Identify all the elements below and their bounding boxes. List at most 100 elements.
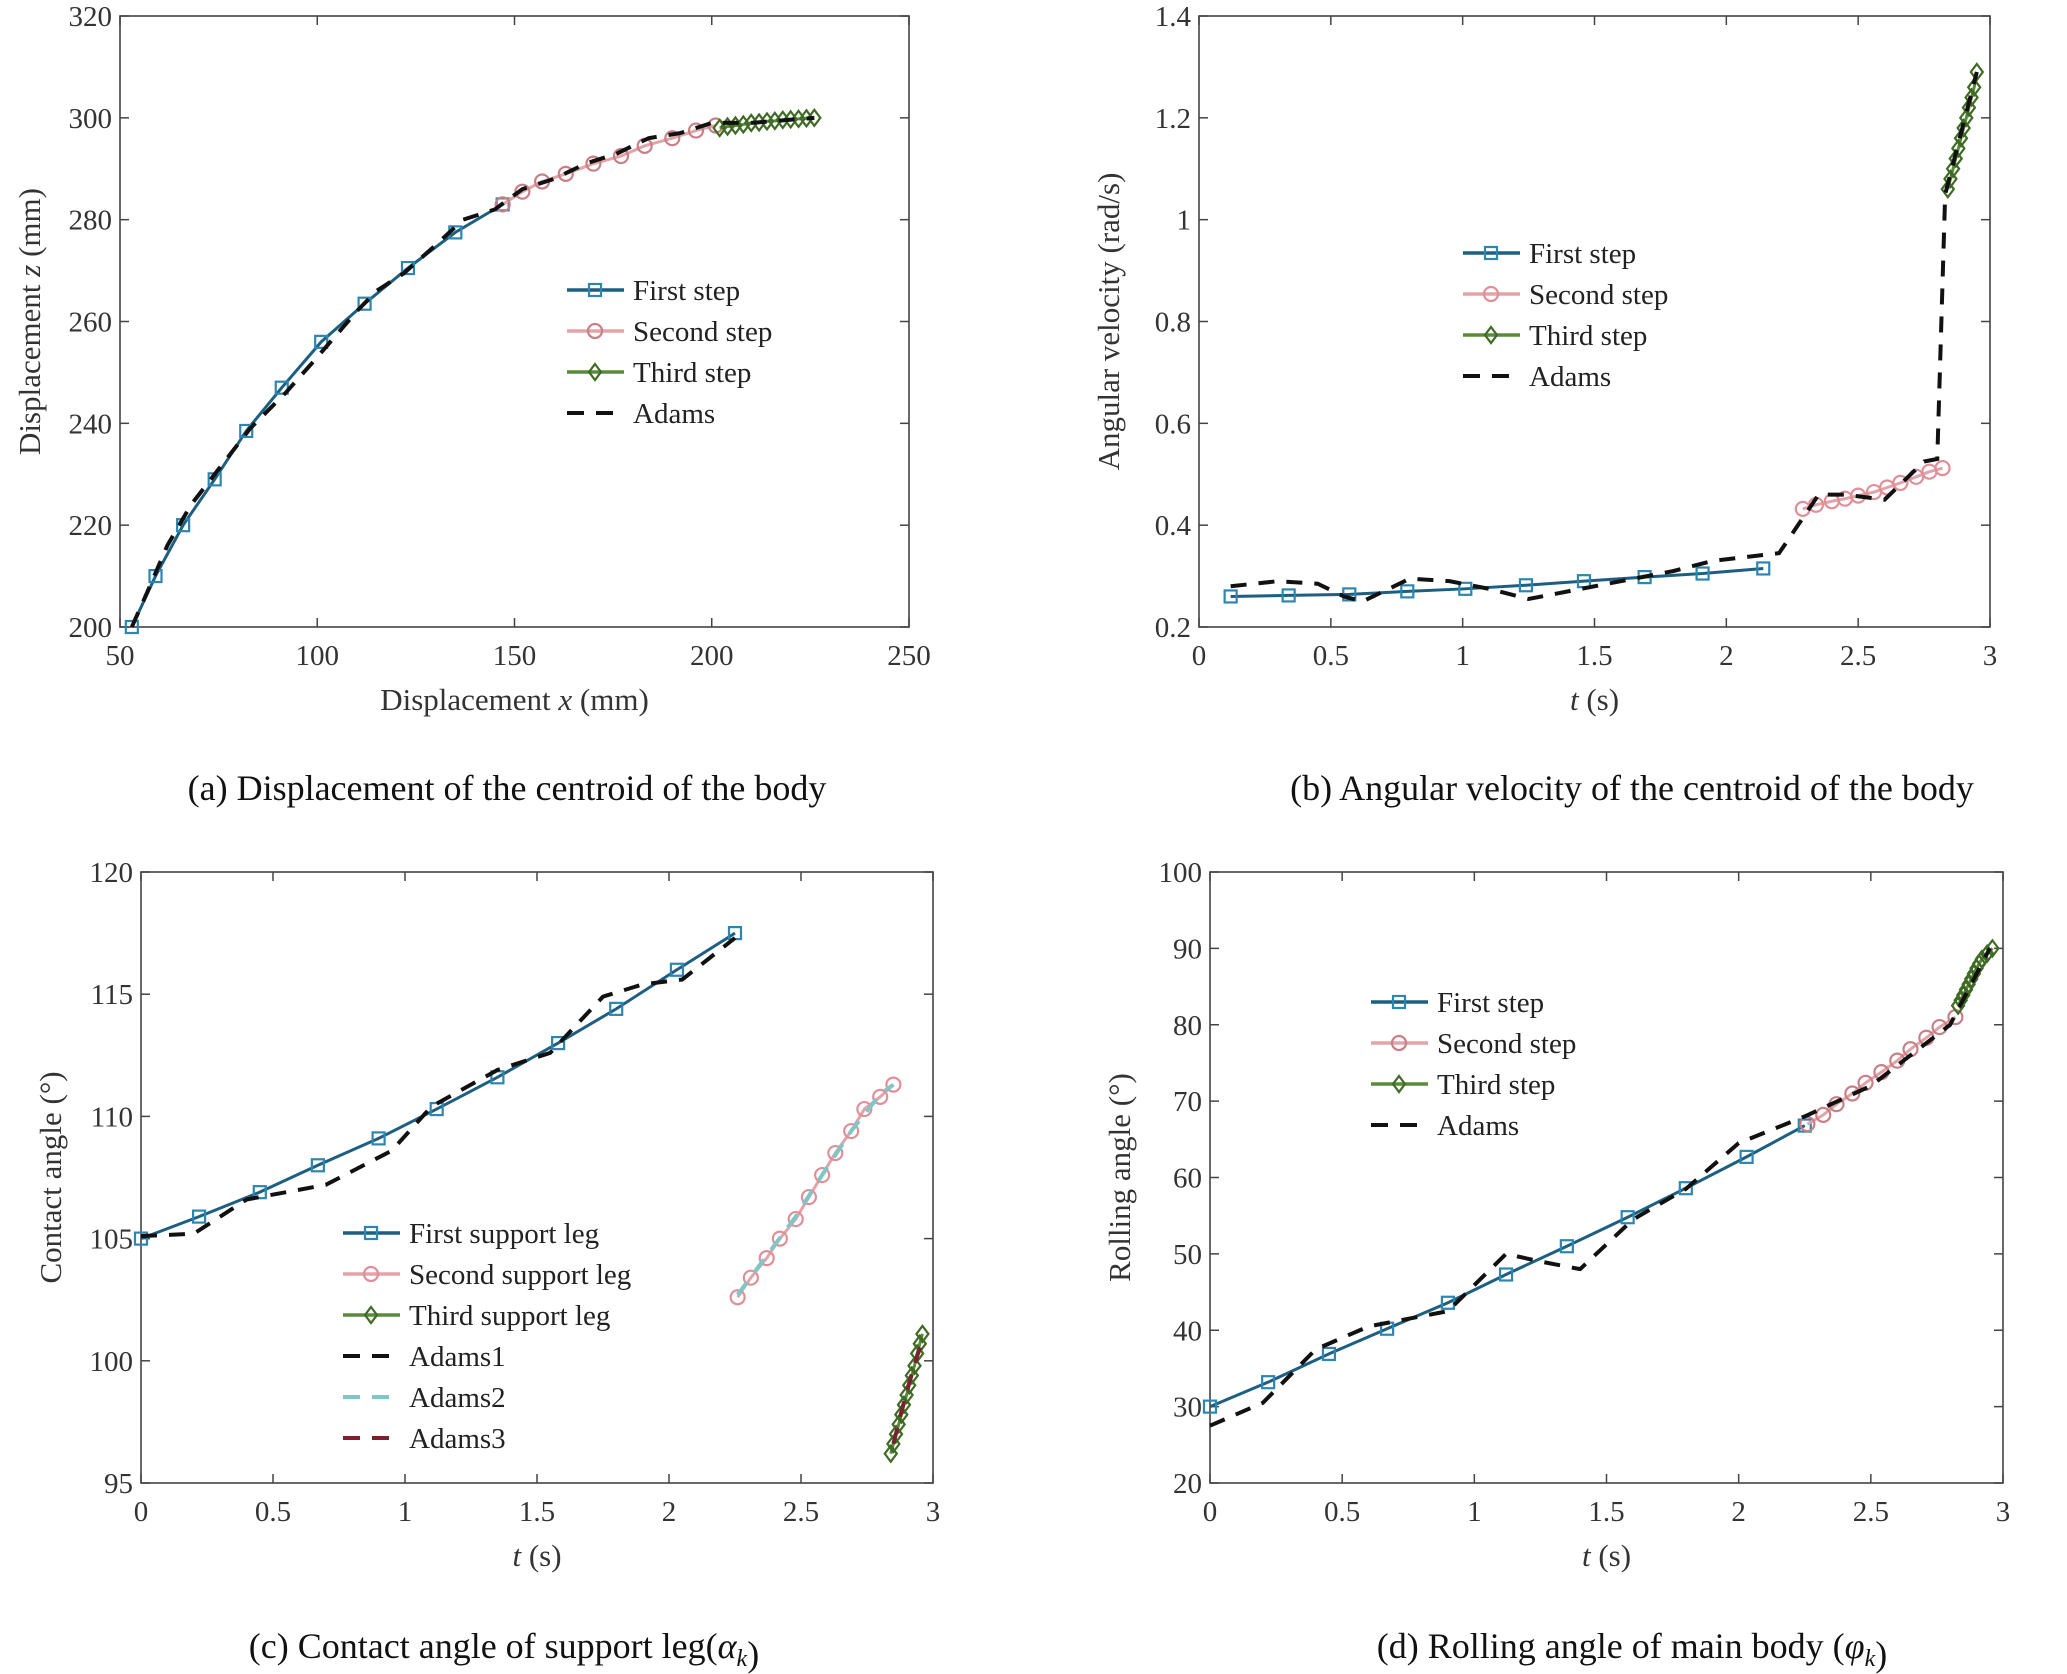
y-axis-label: Contact angle (°)	[33, 1071, 68, 1283]
x-tick-label: 2	[1731, 1496, 1746, 1528]
label-pre: (a) Displacement of the centroid of the …	[188, 768, 827, 808]
series-line	[1209, 1124, 1806, 1409]
data-point	[1321, 1346, 1337, 1362]
series-adams1	[140, 936, 737, 1239]
legend-marker	[1391, 1074, 1407, 1094]
legend-label: First step	[1437, 987, 1544, 1019]
label-pre: (c) Contact angle of support leg(	[249, 1626, 718, 1666]
series-second-step	[494, 117, 724, 213]
x-tick-label: 2.5	[1840, 640, 1876, 672]
x-tick-label: 1.5	[1576, 640, 1612, 672]
data-point	[609, 1001, 624, 1016]
legend-entry: Second support leg	[343, 1259, 631, 1291]
legend-entry: Third step	[567, 357, 751, 389]
data-point	[1844, 1085, 1861, 1102]
x-tick-label: 1	[1455, 640, 1470, 672]
y-tick-label: 200	[69, 612, 113, 644]
data-point	[400, 260, 416, 276]
x-tick-label: 2	[662, 1496, 677, 1528]
label-post: )	[1875, 1634, 1887, 1674]
x-tick-label: 2.5	[783, 1496, 819, 1528]
y-tick-label: 105	[90, 1224, 134, 1256]
data-point	[1892, 474, 1909, 492]
data-point	[252, 1185, 267, 1200]
legend-label: Second step	[1529, 279, 1668, 311]
data-point	[664, 130, 681, 147]
y-tick-label: 1	[1177, 205, 1192, 237]
y-tick-label: 60	[1173, 1163, 1202, 1195]
x-axis-label: t (s)	[512, 1538, 561, 1573]
label-pre: Rolling angle (°)	[1102, 1073, 1137, 1282]
data-point	[124, 619, 139, 635]
legend-label: Adams	[1437, 1110, 1519, 1142]
data-point	[843, 1122, 860, 1140]
plot-area	[1209, 871, 2004, 1484]
x-tick-label: 250	[887, 640, 931, 672]
label-pre: (b) Angular velocity of the centroid of …	[1290, 768, 1974, 808]
y-tick-label: 0.4	[1155, 510, 1192, 542]
data-point	[1966, 77, 1982, 98]
data-point	[758, 1250, 775, 1267]
label-post: (s)	[1591, 1538, 1631, 1573]
y-tick-label: 0.2	[1155, 612, 1191, 644]
data-point	[814, 1166, 831, 1184]
data-point	[1261, 1375, 1276, 1390]
y-tick-label: 320	[69, 1, 113, 33]
label-pre: Displacement	[12, 277, 47, 455]
label-post: (mm)	[572, 682, 649, 717]
y-tick-label: 50	[1173, 1239, 1202, 1271]
data-point	[729, 1289, 746, 1306]
data-point	[371, 1131, 386, 1146]
series-line	[1230, 566, 1764, 598]
legend-label: Adams	[633, 398, 715, 430]
data-point	[1620, 1210, 1635, 1225]
data-point	[612, 147, 630, 165]
data-point	[1518, 578, 1534, 593]
label-sub: k	[1865, 1646, 1876, 1672]
series-adams	[1230, 71, 1979, 604]
panel-caption: (c) Contact angle of support leg(αk)	[249, 1626, 759, 1674]
series-line	[736, 1083, 895, 1297]
series-third-step	[712, 108, 822, 138]
x-tick-label: 1.5	[519, 1496, 555, 1528]
y-tick-label: 220	[69, 510, 113, 542]
x-tick-label: 2	[1719, 640, 1734, 672]
legend-label: Third step	[633, 357, 751, 389]
legend-label: Adams2	[409, 1382, 506, 1414]
series-second-step	[1794, 460, 1951, 517]
series-line	[891, 1340, 925, 1445]
legend-label: First support leg	[409, 1218, 599, 1250]
data-point	[239, 423, 254, 439]
label-var: α	[718, 1626, 738, 1666]
series-line	[1209, 947, 1992, 1428]
x-tick-label: 3	[1996, 1496, 2011, 1528]
y-tick-label: 280	[69, 205, 113, 237]
label-sub: k	[737, 1646, 748, 1672]
data-point	[585, 155, 602, 172]
data-point	[357, 296, 372, 311]
series-adams	[1209, 947, 1992, 1428]
data-point	[771, 1230, 788, 1247]
data-point	[827, 1144, 844, 1162]
data-point	[1559, 1239, 1574, 1254]
y-tick-label: 0.6	[1155, 408, 1191, 440]
legend-entry: Third step	[1371, 1069, 1555, 1101]
legend-marker	[1391, 994, 1407, 1010]
legend-label: Third support leg	[409, 1300, 610, 1332]
data-point	[687, 122, 705, 139]
label-pre: Displacement	[380, 682, 558, 717]
legend-label: First step	[1529, 238, 1636, 270]
series-line	[719, 116, 815, 130]
legend-label: Second step	[1437, 1028, 1576, 1060]
panel-caption: (b) Angular velocity of the centroid of …	[1290, 768, 1974, 808]
data-point	[310, 1158, 325, 1173]
data-point	[1281, 588, 1296, 603]
data-point	[806, 108, 822, 128]
legend-label: Second step	[633, 316, 772, 348]
legend-entry: Adams1	[343, 1341, 506, 1373]
data-point	[1815, 1106, 1832, 1123]
legend-marker	[363, 1305, 379, 1325]
legend-marker	[1483, 325, 1499, 345]
data-point	[1985, 938, 2000, 959]
legend-label: Third step	[1529, 320, 1647, 352]
